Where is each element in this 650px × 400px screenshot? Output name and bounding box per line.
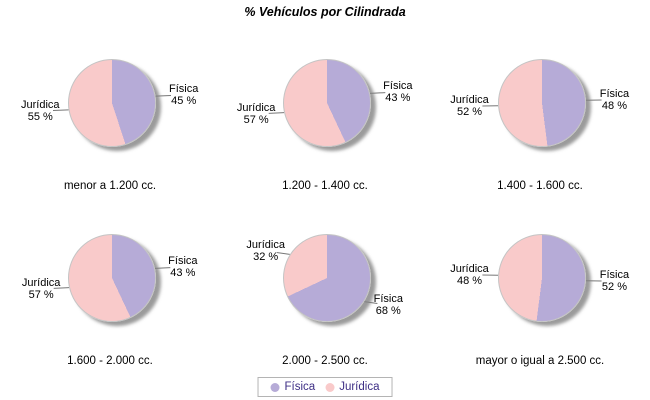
slice-label-juridica: Jurídica 57 % (220, 102, 292, 126)
slice-percent: 52 % (456, 106, 483, 119)
leader-line-fisica (369, 92, 386, 94)
legend: Física Jurídica (257, 377, 393, 397)
leader-lines (52, 95, 172, 111)
slice-percent: 43 % (170, 266, 196, 279)
slice-label-fisica: Física 68 % (352, 293, 424, 317)
slice-percent: 32 % (253, 250, 279, 263)
slice-percent: 45 % (171, 95, 197, 108)
category-label: mayor o igual a 2.500 cc. (475, 355, 605, 367)
slice-label-juridica: Jurídica 57 % (5, 277, 77, 301)
legend-marker-fisica-icon (270, 382, 280, 392)
leader-lines (276, 252, 378, 304)
leader-line-juridica (52, 109, 69, 111)
slice-name: Física (373, 293, 403, 306)
slice-name: Jurídica (450, 262, 489, 275)
slice-name: Jurídica (21, 277, 61, 290)
slice-percent: 57 % (28, 289, 54, 302)
slice-percent: 55 % (27, 110, 53, 123)
leader-lines (482, 274, 602, 282)
slice-name: Jurídica (21, 98, 60, 111)
slice-label-juridica: Jurídica 32 % (230, 239, 302, 263)
slice-label-fisica: Física 43 % (362, 80, 434, 104)
legend-item-fisica: Física (270, 381, 316, 393)
slice-label-fisica: Física 48 % (578, 88, 650, 112)
slice-name: Jurídica (236, 102, 276, 115)
slice-name: Física (383, 79, 413, 92)
legend-marker-juridica-icon (325, 382, 335, 392)
pie (283, 59, 371, 147)
leader-line-juridica (268, 112, 285, 114)
slice-label-fisica: Física 43 % (147, 255, 219, 279)
slice-percent: 68 % (375, 305, 401, 318)
pie-chart-1400-1600: Física 48 % Jurídica 52 % 1.400 - 1.600 … (432, 35, 648, 207)
leader-line-fisica (154, 267, 171, 269)
slice-name: Física (168, 254, 198, 267)
leader-lines (268, 92, 386, 114)
pie (68, 234, 156, 322)
pie (498, 234, 586, 322)
pie-chart-1600-2000: Física 43 % Jurídica 57 % 1.600 - 2.000 … (2, 210, 218, 382)
pie (498, 59, 586, 147)
pie-chart-1200-1400: Física 43 % Jurídica 57 % 1.200 - 1.400 … (217, 35, 433, 207)
leader-line-fisica (364, 301, 378, 304)
slice-percent: 52 % (601, 281, 627, 294)
leader-line-juridica (276, 252, 290, 255)
category-label: menor a 1.200 cc. (63, 180, 157, 192)
legend-label: Física (284, 381, 316, 393)
category-label: 1.400 - 1.600 cc. (497, 180, 583, 192)
slice-name: Física (599, 269, 630, 282)
slice-percent: 48 % (601, 99, 627, 112)
leader-lines (53, 267, 171, 289)
slice-label-juridica: Jurídica 55 % (4, 99, 76, 123)
slice-label-juridica: Jurídica 48 % (434, 263, 506, 287)
slice-percent: 57 % (243, 114, 269, 127)
slice-label-juridica: Jurídica 52 % (434, 94, 506, 118)
legend-label: Jurídica (339, 381, 380, 393)
pie (283, 234, 371, 322)
slice-name: Jurídica (246, 238, 285, 251)
slice-name: Jurídica (450, 94, 489, 107)
legend-item-juridica: Jurídica (325, 381, 379, 393)
category-label: 1.600 - 2.000 cc. (67, 355, 153, 367)
category-label: 1.200 - 1.400 cc. (282, 180, 368, 192)
leader-line-fisica (155, 95, 172, 97)
pie-chart-menor-1200: Física 45 % Jurídica 55 % menor a 1.200 … (2, 35, 218, 207)
leader-lines (482, 99, 602, 107)
slice-label-fisica: Física 52 % (578, 269, 650, 293)
slice-name: Física (169, 83, 199, 96)
category-label: 2.000 - 2.500 cc. (282, 355, 368, 367)
pie-chart-mayor-2500: Física 52 % Jurídica 48 % mayor o igual … (432, 210, 648, 382)
pie-chart-2000-2500: Física 68 % Jurídica 32 % 2.000 - 2.500 … (217, 210, 433, 382)
chart-title: % Vehículos por Cilindrada (244, 5, 406, 19)
slice-percent: 43 % (385, 91, 411, 104)
slice-label-fisica: Física 45 % (148, 83, 220, 107)
slice-percent: 48 % (456, 274, 483, 287)
pie (68, 59, 156, 147)
leader-line-juridica (53, 287, 70, 289)
slice-name: Física (599, 87, 630, 100)
